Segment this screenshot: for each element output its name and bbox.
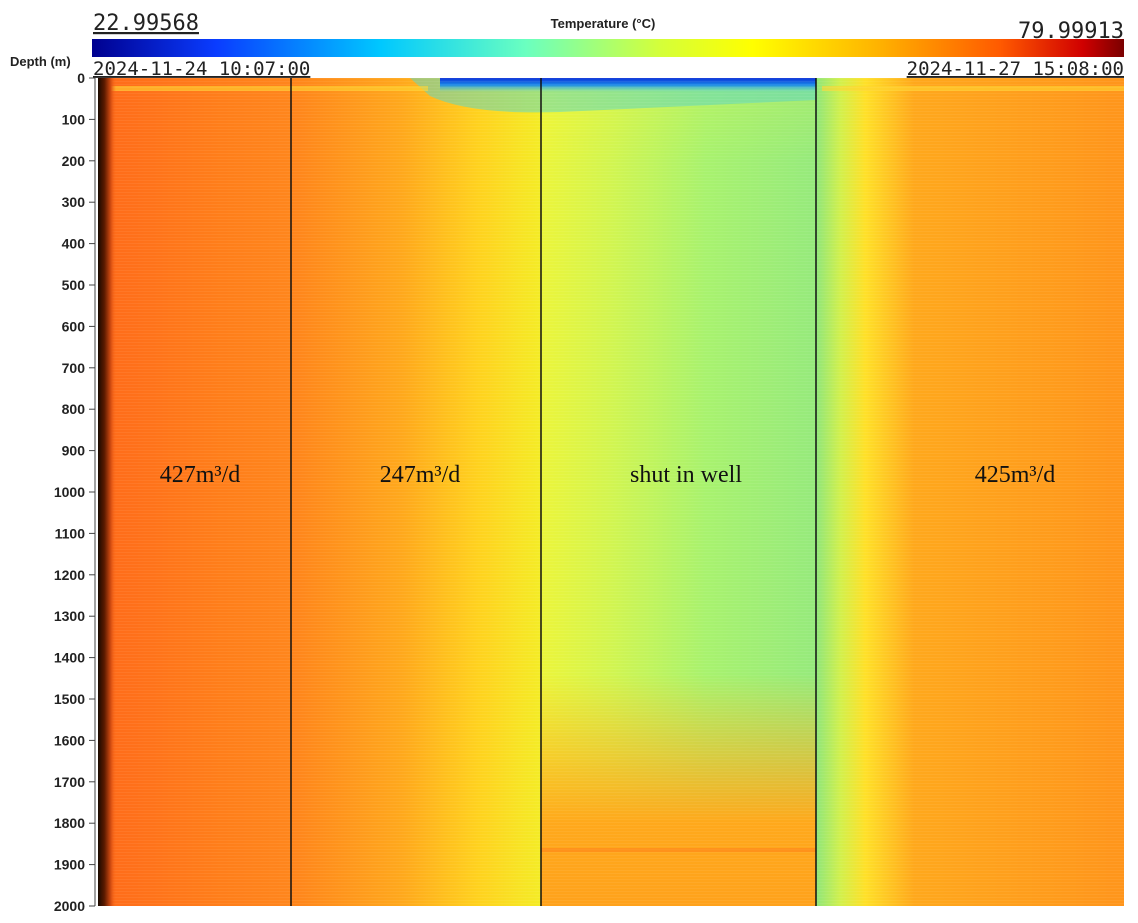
heatmap-left-edge [98, 78, 116, 906]
y-tick-label: 900 [62, 443, 86, 459]
y-tick-label: 700 [62, 360, 86, 376]
y-axis-ticks: 0 100 200 300 400 500 600 700 800 900 1000 1100 1200… [54, 70, 95, 914]
y-tick-label: 300 [62, 194, 86, 210]
y-tick-label: 500 [62, 277, 86, 293]
period-label-1: 427m³/d [160, 462, 241, 488]
y-tick-label: 200 [62, 153, 86, 169]
colorbar-title: Temperature (°C) [551, 16, 656, 31]
y-tick-label: 1900 [54, 857, 85, 873]
y-tick-label: 1500 [54, 691, 85, 707]
heatmap-texture [98, 78, 1124, 906]
y-tick-label: 1100 [55, 525, 86, 541]
y-tick-label: 1700 [54, 774, 85, 790]
y-tick-label: 1800 [54, 815, 85, 831]
heatmap-warm-band-1870 [541, 848, 816, 852]
y-tick-label: 1300 [54, 608, 85, 624]
colorbar [92, 39, 1124, 57]
y-axis-title: Depth (m) [10, 54, 71, 69]
y-tick-label: 1000 [54, 484, 85, 500]
period-label-3: shut in well [630, 462, 742, 488]
y-tick-label: 600 [62, 318, 86, 334]
y-tick-label: 1400 [54, 650, 85, 666]
heatmap-plot [98, 78, 1124, 906]
y-tick-label: 100 [62, 111, 86, 127]
time-start-label: 2024-11-24 10:07:00 [93, 58, 310, 80]
y-tick-label: 800 [62, 401, 86, 417]
period-label-2: 247m³/d [380, 462, 461, 488]
colorbar-min-label: 22.99568 [93, 11, 199, 36]
y-tick-label: 1200 [54, 567, 85, 583]
y-tick-label: 0 [77, 70, 85, 86]
y-tick-label: 1600 [54, 732, 85, 748]
time-end-label: 2024-11-27 15:08:00 [907, 58, 1124, 80]
y-tick-label: 2000 [54, 898, 85, 914]
period-label-4: 425m³/d [975, 462, 1056, 488]
y-tick-label: 400 [62, 236, 86, 252]
